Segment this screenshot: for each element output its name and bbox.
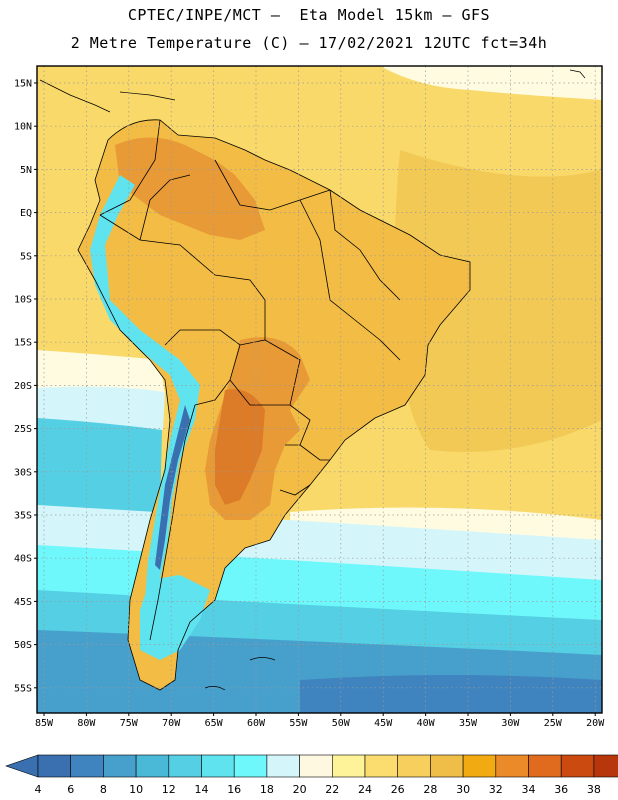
lon-label: 60W: [247, 718, 266, 729]
land-hot-zone-north: [115, 137, 265, 240]
lon-label: 30W: [501, 718, 520, 729]
andes-cold-strip: [90, 175, 200, 610]
colorbar-low-arrow: [5, 754, 39, 778]
colorbar-swatch: [135, 754, 170, 778]
lon-label: 55W: [289, 718, 308, 729]
ocean-cool-pacific-2: [37, 418, 162, 516]
ocean-pale-pacific: [37, 350, 165, 395]
latitude-labels: 15N 10N 5N EQ 5S 10S 15S 20S 25S 30S 35S 40S 45S 50S 5…: [14, 79, 37, 694]
lat-label: 15S: [14, 338, 32, 349]
colorbar-label: 24: [358, 783, 372, 796]
temperature-colorbar: 4 6 8 10 12 14 16 18 20 22 24 26 28 30 32 34 36 38: [5, 754, 618, 796]
colorbar-label: 22: [325, 783, 339, 796]
lat-label: 25S: [14, 424, 32, 435]
lon-label: 85W: [35, 718, 54, 729]
map-subtitle: 2 Metre Temperature (C) – 17/02/2021 12U…: [70, 34, 548, 52]
lat-label: 5S: [20, 251, 32, 262]
colorbar-swatch: [397, 754, 431, 778]
lon-label: 25W: [544, 718, 563, 729]
colorbar-swatch: [201, 754, 235, 778]
longitude-labels: 85W 80W 75W 70W 65W 60W 55W 50W 45W 40W 35W 30W 25W 2…: [35, 713, 605, 729]
colorbar-swatch: [299, 754, 333, 778]
lon-label: 40W: [417, 718, 436, 729]
land-hotter-zone-chaco: [215, 389, 265, 505]
lat-label: 15N: [14, 79, 32, 90]
lat-label: 30S: [14, 467, 32, 478]
lon-label: 75W: [120, 718, 139, 729]
lon-label: 45W: [374, 718, 393, 729]
lat-label: 10S: [14, 295, 32, 306]
colorbar-swatch: [37, 754, 72, 778]
lon-label: 70W: [162, 718, 181, 729]
colorbar-label: 28: [423, 783, 437, 796]
colorbar-label: 4: [35, 783, 42, 796]
ocean-warm-patch: [394, 150, 602, 452]
colorbar-swatch: [70, 754, 104, 778]
lat-label: 20S: [14, 381, 32, 392]
lat-label: 45S: [14, 597, 32, 608]
colorbar-label: 20: [293, 783, 307, 796]
colorbar-swatch: [430, 754, 464, 778]
lon-label: 35W: [459, 718, 478, 729]
colorbar-swatch: [266, 754, 300, 778]
colorbar-label: 32: [489, 783, 503, 796]
colorbar-swatch: [168, 754, 202, 778]
colorbar-label: 10: [129, 783, 143, 796]
lat-label: 55S: [14, 683, 32, 694]
map-frame: [36, 65, 603, 714]
caribbean-islands: [39, 69, 586, 691]
lat-label: EQ: [20, 208, 32, 219]
colorbar-label: 12: [162, 783, 176, 796]
colorbar-swatch: [331, 754, 366, 778]
colorbar-swatch: [364, 754, 399, 778]
lon-label: 65W: [205, 718, 224, 729]
colorbar-label: 8: [100, 783, 107, 796]
lon-label: 50W: [332, 718, 351, 729]
colorbar-label: 6: [67, 783, 74, 796]
colorbar-swatch: [593, 754, 618, 778]
colorbar-label: 34: [522, 783, 536, 796]
lat-label: 40S: [14, 554, 32, 565]
lat-label: 10N: [14, 122, 32, 133]
colorbar-swatch: [528, 754, 562, 778]
colorbar-label: 38: [587, 783, 601, 796]
colorbar-swatch: [103, 754, 137, 778]
lat-label: 35S: [14, 511, 32, 522]
andes-very-cold-strip: [155, 405, 190, 570]
colorbar-swatch: [495, 754, 529, 778]
lat-label: 5N: [20, 165, 32, 176]
ocean-cool-pacific-1: [37, 386, 165, 430]
lon-label: 80W: [77, 718, 96, 729]
colorbar-label: 30: [456, 783, 470, 796]
colorbar-label: 16: [227, 783, 241, 796]
patagonia-cold-zone: [140, 575, 210, 660]
colorbar-label: 36: [554, 783, 568, 796]
colorbar-label: 26: [391, 783, 405, 796]
map-field: [37, 66, 602, 713]
colorbar-swatch: [233, 754, 268, 778]
lat-label: 50S: [14, 640, 32, 651]
lon-label: 20W: [586, 718, 605, 729]
colorbar-swatch: [560, 754, 595, 778]
colorbar-label: 14: [195, 783, 209, 796]
country-borders: [77, 119, 471, 691]
ocean-south-5: [300, 675, 602, 713]
ocean-pale-band-north: [380, 66, 602, 100]
colorbar-swatch: [462, 754, 497, 778]
colorbar-label: 18: [260, 783, 274, 796]
map-title: CPTEC/INPE/MCT – Eta Model 15km – GFS: [127, 6, 491, 24]
